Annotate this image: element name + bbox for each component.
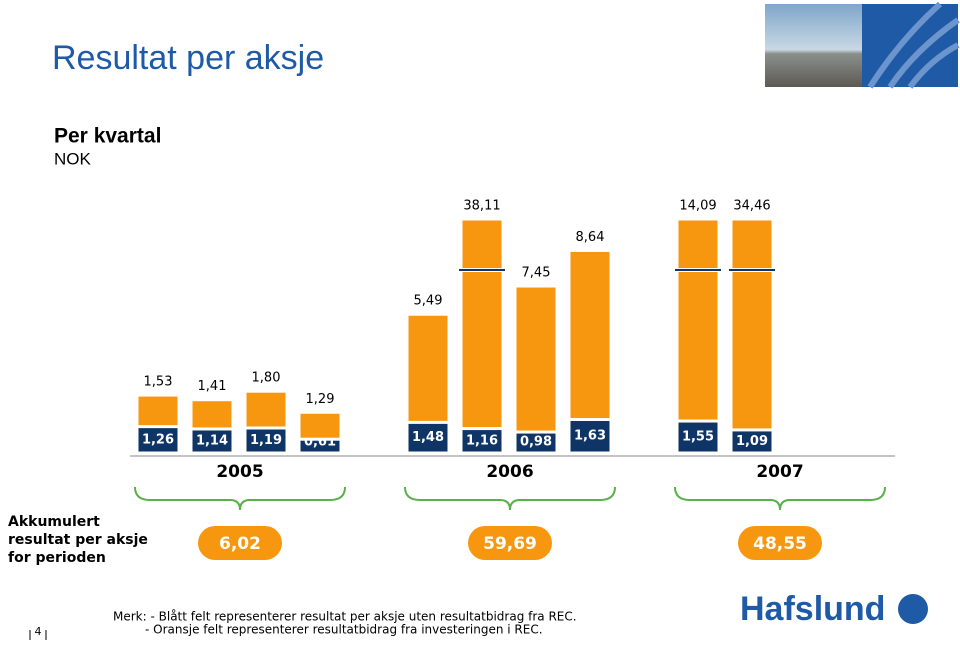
value-label: 1,55: [682, 430, 714, 445]
bar: [245, 391, 287, 428]
bar: [191, 429, 233, 453]
bar: [461, 429, 503, 453]
bar: [677, 219, 719, 421]
bar: [731, 430, 773, 453]
bar: [299, 412, 341, 439]
bar: [407, 422, 449, 453]
bar: [569, 250, 611, 419]
brace: [134, 486, 346, 511]
value-label: 1,16: [466, 433, 498, 448]
page-number: 4: [35, 625, 42, 638]
value-label: 1,63: [574, 429, 606, 444]
logo-mark: [898, 594, 928, 624]
brace: [674, 486, 886, 511]
value-label: 1,48: [412, 430, 444, 445]
total-pill: [468, 526, 552, 560]
group-label: 2007: [756, 462, 803, 482]
bar: [731, 219, 773, 430]
title: Resultat per aksje: [52, 39, 324, 77]
note: - Oransje felt representerer resultatbid…: [145, 623, 543, 637]
value-label: 14,09: [679, 199, 716, 214]
bar: [245, 428, 287, 453]
bar: [569, 419, 611, 453]
bar: [191, 400, 233, 429]
value-label: 0,98: [520, 435, 552, 450]
bar: [677, 421, 719, 453]
bar: [137, 395, 179, 427]
pattern-lines: [867, 1, 960, 89]
value-label: 38,11: [463, 199, 500, 214]
note: Merk: - Blått felt representerer resulta…: [113, 610, 577, 624]
group-label: 2005: [216, 462, 263, 482]
value-label: 34,46: [733, 199, 770, 214]
unit: NOK: [54, 149, 92, 168]
value-label: 5,49: [414, 294, 443, 309]
total-label: 6,02: [219, 534, 261, 554]
value-label: 1,14: [196, 433, 228, 448]
logo: Hafslund: [740, 590, 885, 628]
bar: [137, 427, 179, 453]
bar: [515, 286, 557, 432]
bar: [461, 219, 503, 429]
bar: [299, 439, 341, 453]
value-label: 1,19: [250, 433, 282, 448]
value-label: 1,53: [144, 375, 173, 390]
value-label: 1,80: [252, 371, 281, 386]
value-label: 1,29: [306, 392, 335, 407]
value-label: 1,09: [736, 434, 768, 449]
total-pill: [198, 526, 282, 560]
total-label: 48,55: [753, 534, 807, 554]
totals-label: Akkumulert: [8, 514, 100, 530]
brace: [404, 486, 616, 511]
value-label: 1,41: [198, 379, 227, 394]
subtitle: Per kvartal: [54, 125, 161, 148]
bar: [515, 432, 557, 453]
total-pill: [738, 526, 822, 560]
value-label: 7,45: [522, 266, 551, 281]
total-label: 59,69: [483, 534, 537, 554]
totals-label: for perioden: [8, 550, 106, 566]
bar: [407, 314, 449, 422]
photo: [765, 4, 862, 87]
value-label: 1,26: [142, 432, 174, 447]
totals-label: resultat per aksje: [8, 532, 148, 548]
group-label: 2006: [486, 462, 533, 482]
value-label: 8,64: [576, 230, 605, 245]
